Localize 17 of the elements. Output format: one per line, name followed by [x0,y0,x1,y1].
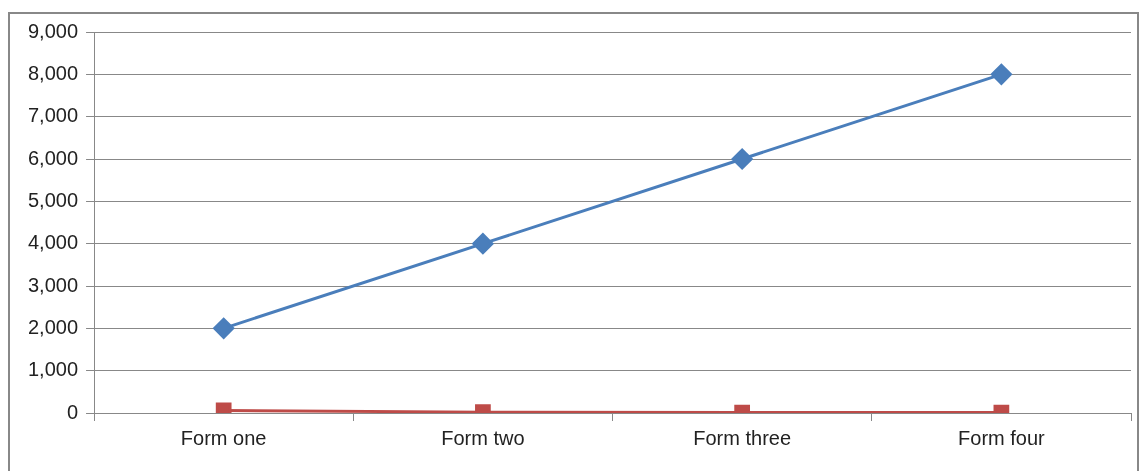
x-tick-label: Form four [958,426,1046,449]
x-tick-label: Form one [180,426,267,449]
y-tick-label: 0 [66,400,79,423]
point [472,233,494,255]
y-tick-label: 1,000 [27,358,79,381]
point [990,63,1012,85]
y-tick-label: 2,000 [27,315,79,338]
y-tick-label: 5,000 [27,188,79,211]
point [731,148,753,170]
x-tick-label: Form three [693,426,792,449]
y-tick-label: 3,000 [27,273,79,296]
x-tick-label: Form two [441,426,525,449]
y-tick-label: 6,000 [27,146,79,169]
y-tick-label: 8,000 [27,61,79,84]
y-tick-label: 9,000 [27,19,79,42]
y-tick-label: 4,000 [27,231,79,254]
y-tick-label: 7,000 [27,104,79,127]
